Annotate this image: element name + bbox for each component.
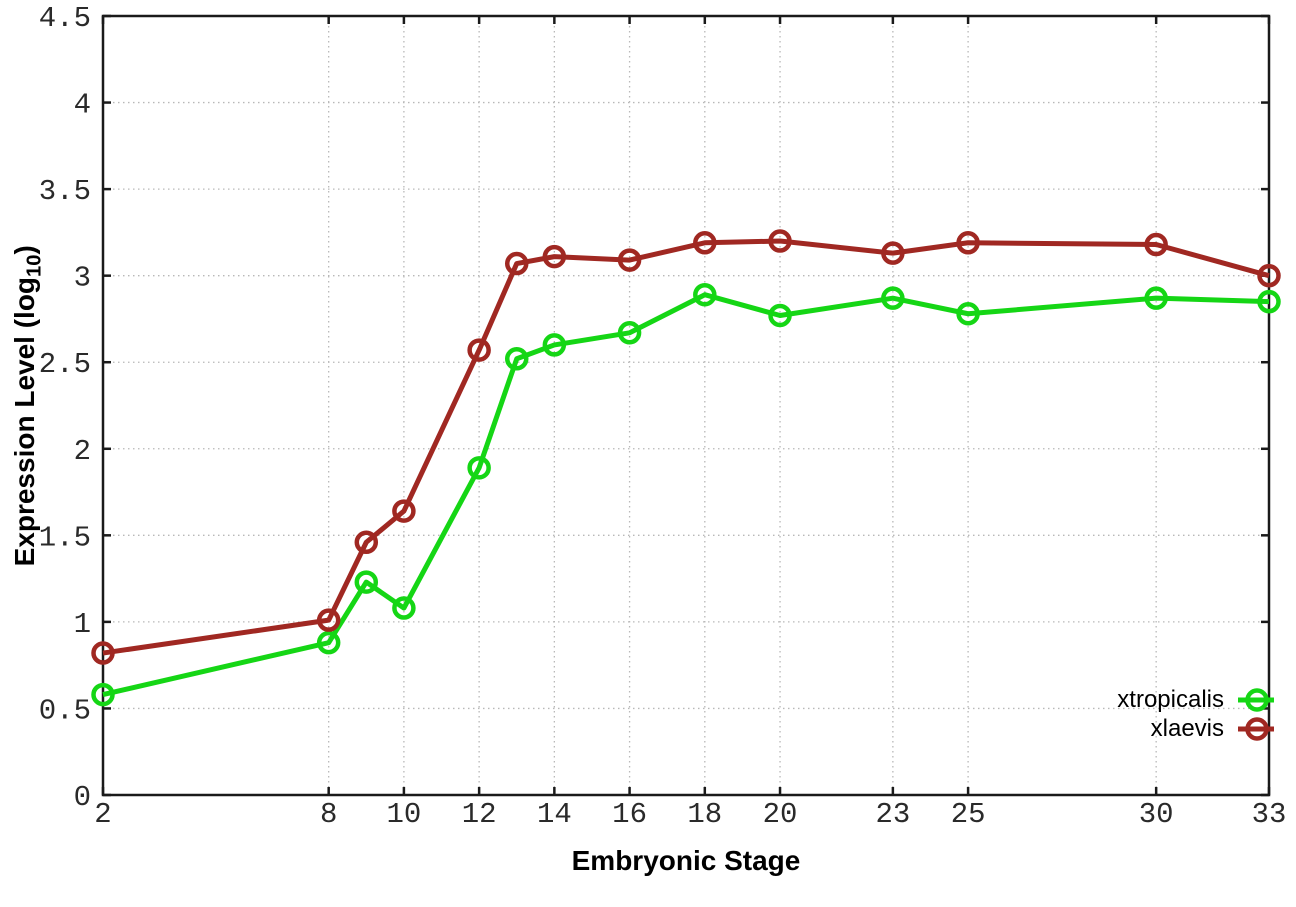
data-point-xtropicalis [693, 282, 717, 307]
x-tick-label: 33 [1252, 798, 1287, 831]
x-tick-label: 14 [537, 798, 572, 831]
data-point-xlaevis [91, 641, 115, 665]
y-tick-label: 2.5 [39, 348, 91, 381]
data-point-xtropicalis [316, 630, 341, 655]
x-tick-label: 20 [763, 798, 798, 831]
series-line-xtropicalis [102, 292, 1270, 698]
data-point-xlaevis [542, 244, 567, 269]
data-point-xlaevis [354, 530, 379, 555]
data-point-xtropicalis [881, 286, 905, 310]
x-tick-label: 8 [320, 798, 337, 831]
data-point-xtropicalis [504, 347, 529, 371]
data-point-xtropicalis [617, 321, 642, 345]
legend-marker-xtropicalis [1238, 688, 1274, 712]
y-tick-label: 1.5 [39, 521, 91, 554]
data-point-xlaevis [956, 231, 980, 255]
x-tick-label: 10 [386, 798, 421, 831]
data-point-xlaevis [1257, 263, 1281, 288]
y-tick-label: 3.5 [39, 175, 91, 208]
data-point-xlaevis [617, 248, 642, 272]
legend-marker-xlaevis [1238, 717, 1274, 741]
data-point-xtropicalis [768, 303, 792, 328]
x-axis-title: Embryonic Stage [571, 845, 801, 876]
data-point-xlaevis [881, 241, 905, 265]
data-point-xtropicalis [354, 570, 379, 594]
data-point-xlaevis [316, 608, 341, 632]
y-tick-label: 0 [74, 781, 91, 814]
data-point-xlaevis [768, 229, 792, 253]
data-point-xtropicalis [956, 302, 980, 326]
data-point-xlaevis [693, 231, 717, 255]
data-point-xtropicalis [542, 333, 567, 357]
legend-entry-xlaevis: xlaevis [1117, 715, 1274, 743]
y-tick-label: 2 [74, 435, 91, 468]
legend: xtropicalis xlaevis [1117, 686, 1274, 743]
legend-label: xlaevis [1150, 715, 1224, 742]
x-tick-label: 18 [687, 798, 722, 831]
x-tick-label: 12 [462, 798, 497, 831]
data-point-xlaevis [504, 251, 529, 276]
x-tick-label: 30 [1139, 798, 1174, 831]
legend-label: xtropicalis [1117, 686, 1224, 713]
x-tick-label: 25 [951, 798, 986, 831]
y-tick-label: 1 [74, 608, 91, 641]
data-point-xlaevis [392, 499, 416, 523]
data-point-xtropicalis [467, 456, 491, 480]
data-point-xtropicalis [91, 682, 115, 707]
legend-entry-xtropicalis: xtropicalis [1117, 686, 1274, 714]
x-tick-label: 16 [612, 798, 647, 831]
x-tick-label: 23 [875, 798, 910, 831]
plot-border [101, 14, 1271, 797]
data-point-xtropicalis [1144, 286, 1168, 310]
y-tick-label: 0.5 [39, 694, 91, 727]
y-tick-label: 4.5 [39, 2, 91, 35]
y-tick-label: 4 [74, 89, 91, 122]
data-point-xtropicalis [392, 596, 416, 620]
data-point-xlaevis [467, 338, 491, 362]
x-tick-label: 2 [94, 798, 111, 831]
data-point-xlaevis [1144, 232, 1168, 257]
y-tick-label: 3 [74, 262, 91, 295]
data-point-xtropicalis [1257, 289, 1281, 314]
